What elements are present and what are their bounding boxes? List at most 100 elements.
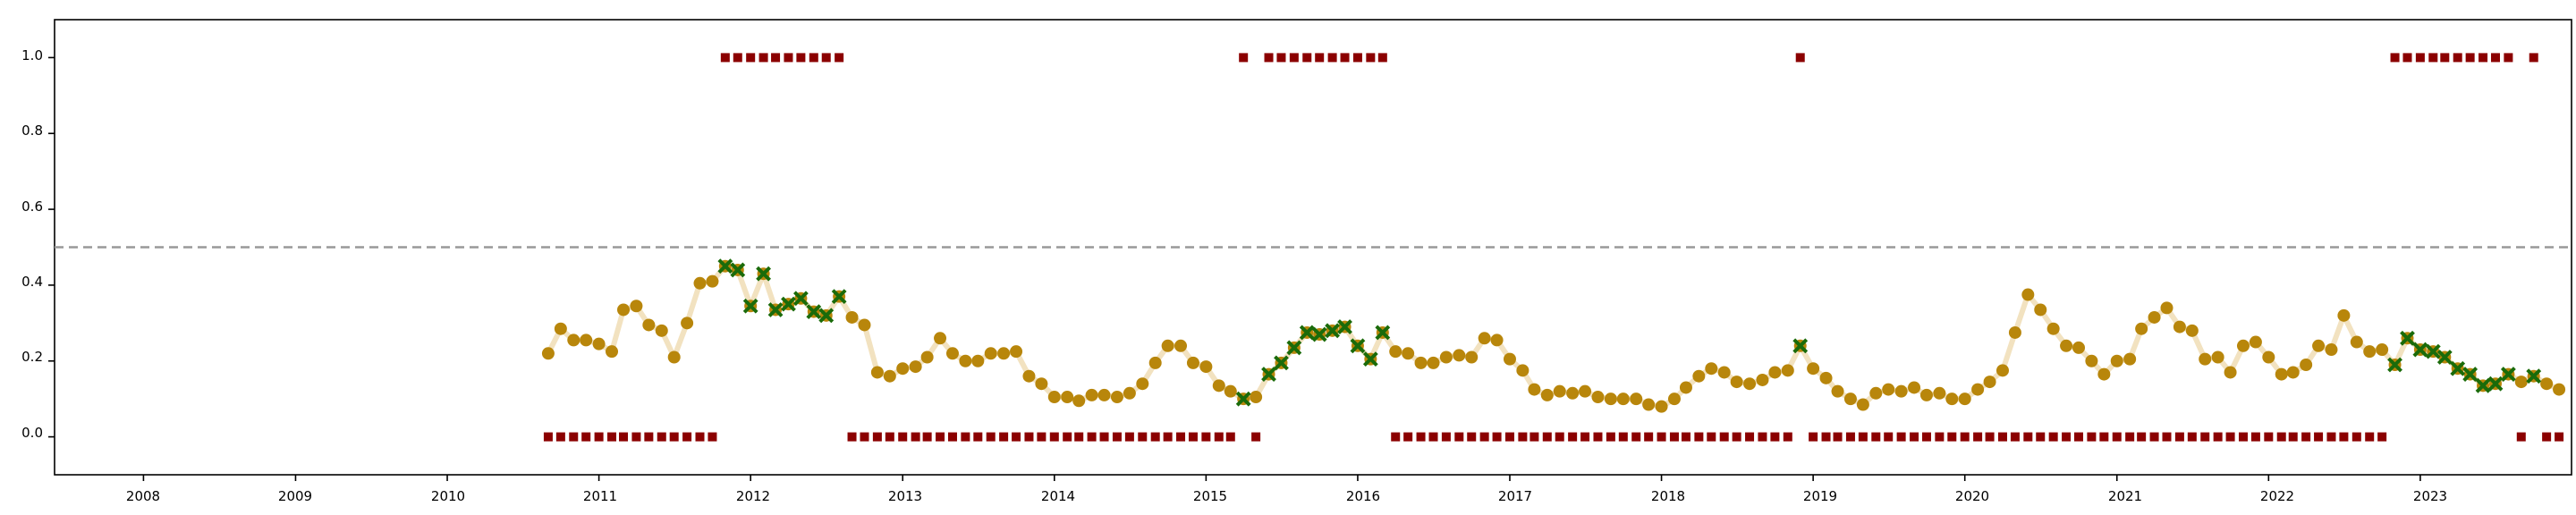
binary-marker — [543, 432, 553, 442]
binary-marker — [746, 53, 756, 63]
binary-marker — [1264, 53, 1274, 63]
binary-marker — [1340, 53, 1350, 63]
binary-marker — [657, 432, 666, 442]
binary-marker — [1770, 432, 1780, 442]
binary-marker — [1758, 432, 1767, 442]
binary-marker — [784, 53, 793, 63]
binary-marker — [669, 432, 679, 442]
score-point — [1843, 393, 1857, 406]
binary-marker — [1707, 432, 1716, 442]
score-point — [1908, 381, 1921, 394]
flagged-marker — [756, 266, 771, 282]
binary-marker — [2087, 432, 2097, 442]
score-point — [1971, 383, 1985, 396]
y-tick-label: 0.0 — [21, 425, 43, 441]
flagged-marker — [2475, 377, 2491, 393]
score-point — [642, 318, 656, 332]
binary-marker — [2301, 432, 2311, 442]
score-point — [2123, 352, 2137, 366]
score-point — [1958, 393, 1971, 406]
score-point — [845, 310, 859, 324]
score-point — [1097, 388, 1111, 401]
binary-marker — [1150, 432, 1160, 442]
binary-marker — [1504, 432, 1514, 442]
x-tick-label: 2016 — [1346, 488, 1380, 504]
flagged-marker — [767, 302, 784, 317]
score-point — [693, 276, 707, 290]
score-point — [1630, 393, 1643, 406]
binary-marker — [2555, 432, 2564, 442]
binary-marker — [936, 432, 945, 442]
binary-marker — [2250, 432, 2260, 442]
flagged-marker — [781, 296, 796, 312]
score-point — [1756, 373, 1769, 386]
binary-marker — [2365, 432, 2375, 442]
binary-marker — [2542, 432, 2552, 442]
flagged-marker — [1274, 355, 1289, 371]
binary-marker — [1681, 432, 1690, 442]
x-tick-labels: 2008 2009 2010 2011 2012 2013 2014 2015 … — [126, 488, 2447, 504]
binary-marker — [1037, 432, 1046, 442]
binary-marker — [2276, 432, 2286, 442]
binary-marker — [1985, 432, 1995, 442]
score-point — [2199, 352, 2212, 366]
binary-marker — [1960, 432, 1970, 442]
binary-marker — [1366, 53, 1376, 63]
binary-marker — [1973, 432, 1983, 442]
binary-marker — [758, 53, 768, 63]
y-tick-label: 1.0 — [21, 47, 43, 63]
binary-marker — [1631, 432, 1641, 442]
binary-marker — [2479, 53, 2488, 63]
binary-marker — [1176, 432, 1186, 442]
score-point — [706, 274, 719, 288]
score-point — [997, 347, 1011, 360]
score-point — [2514, 376, 2528, 389]
score-point — [1061, 391, 1074, 404]
score-point — [2034, 303, 2047, 317]
score-point — [1465, 350, 1479, 364]
score-point — [2173, 320, 2186, 333]
score-point — [1022, 369, 1036, 383]
binary-marker — [1315, 53, 1325, 63]
binary-marker — [821, 53, 831, 63]
score-point — [2185, 324, 2199, 337]
score-point — [2540, 377, 2554, 391]
binary-marker — [2377, 432, 2387, 442]
flagged-marker — [1286, 340, 1302, 356]
binary-marker — [947, 432, 957, 442]
score-point — [1439, 350, 1453, 364]
score-point — [1540, 388, 1554, 401]
binary-marker — [569, 432, 579, 442]
score-point — [1692, 369, 1706, 383]
score-point — [2046, 322, 2060, 335]
binary-marker — [2314, 432, 2324, 442]
binary-marker — [1428, 432, 1438, 442]
binary-marker — [2453, 53, 2462, 63]
score-point — [1882, 383, 1895, 396]
score-point — [1831, 384, 1844, 398]
binary-marker — [2288, 432, 2298, 442]
score-point — [1010, 345, 1023, 359]
flagged-marker — [2436, 350, 2453, 365]
binary-marker — [2326, 432, 2336, 442]
binary-marker — [708, 432, 717, 442]
flagged-marker — [2400, 330, 2415, 346]
binary-marker — [1644, 432, 1654, 442]
score-point — [2350, 335, 2363, 349]
score-point — [1123, 386, 1136, 400]
binary-marker — [986, 432, 996, 442]
score-point — [1667, 393, 1681, 406]
x-tick-label: 2023 — [2413, 488, 2447, 504]
binary-marker — [835, 53, 844, 63]
score-point — [2262, 350, 2275, 364]
flagged-marker — [2387, 357, 2402, 373]
flagged-marker — [2450, 360, 2466, 376]
binary-marker — [1997, 432, 2007, 442]
binary-marker — [594, 432, 604, 442]
score-point — [1528, 383, 1541, 396]
binary-marker — [1884, 432, 1894, 442]
binary-marker — [2440, 53, 2450, 63]
flagged-marker — [2487, 376, 2504, 392]
binary-marker — [1719, 432, 1729, 442]
binary-marker — [1845, 432, 1855, 442]
